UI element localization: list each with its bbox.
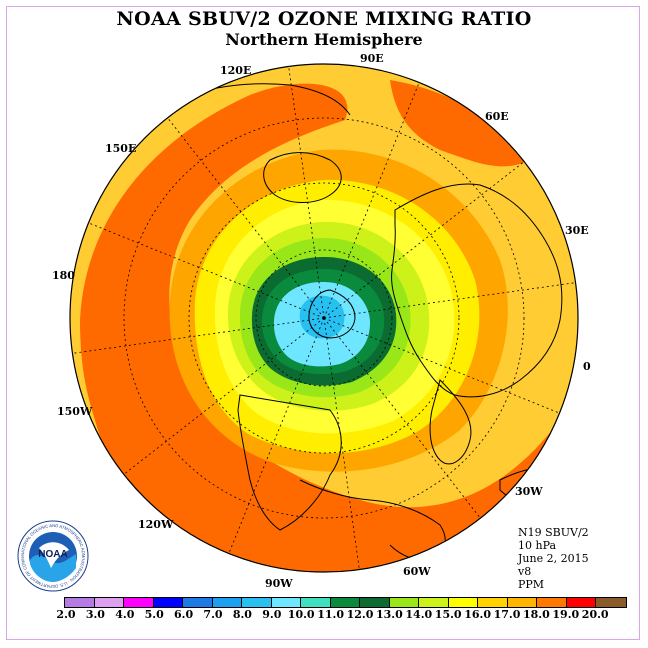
lon-label-30w: 30W	[515, 485, 543, 498]
colorbar-label: 9.0	[262, 608, 282, 621]
colorbar-cell	[301, 598, 331, 607]
colorbar-cell	[537, 598, 567, 607]
map-subtitle: Northern Hemisphere	[225, 30, 423, 49]
colorbar-cell	[596, 598, 626, 607]
info-date: June 2, 2015	[518, 552, 589, 565]
colorbar-cell	[124, 598, 154, 607]
info-block: N19 SBUV/2 10 hPa June 2, 2015 v8 PPM	[518, 526, 589, 591]
ozone-red-lobe-europe	[390, 80, 530, 167]
colorbar-label: 8.0	[232, 608, 252, 621]
colorbar-labels: 2.0 3.0 4.0 5.0 6.0 7.0 8.0 9.0 10.0 11.0 12.0 13.0…	[0, 608, 648, 622]
graticule	[72, 66, 576, 570]
colorbar-cell	[507, 598, 537, 607]
colorbar-cell	[389, 598, 419, 607]
colorbar-label: 12.0	[346, 608, 374, 621]
lon-label-60e: 60E	[485, 110, 509, 123]
ozone-field	[70, 64, 578, 572]
lon-label-180: 180	[52, 269, 75, 282]
colorbar-cell	[65, 598, 95, 607]
info-units: PPM	[518, 578, 545, 591]
colorbar-cell	[360, 598, 390, 607]
meridian-line	[323, 317, 560, 414]
colorbar-label: 2.0	[56, 608, 76, 621]
lon-label-90e: 90E	[360, 52, 384, 65]
lon-label-0: 0	[583, 360, 591, 373]
colorbar-label: 10.0	[287, 608, 315, 621]
meridian-line	[323, 82, 420, 319]
colorbar-cell	[94, 598, 124, 607]
colorbar-label: 5.0	[144, 608, 164, 621]
meridian-line	[288, 66, 325, 319]
colorbar-label: 18.0	[522, 608, 550, 621]
meridian-line	[167, 117, 325, 319]
colorbar-label: 15.0	[434, 608, 462, 621]
info-satellite: N19 SBUV/2	[518, 526, 589, 539]
colorbar-cell	[419, 598, 449, 607]
meridian-line	[323, 317, 481, 519]
noaa-logo: NOAA NATIONAL OCEANIC AND ATMOSPHERIC AD…	[17, 520, 89, 592]
meridian-line	[323, 317, 360, 570]
colorbar-label: 7.0	[203, 608, 223, 621]
map-title: NOAA SBUV/2 OZONE MIXING RATIO	[116, 8, 532, 30]
lon-label-30e: 30E	[565, 224, 589, 237]
meridian-line	[323, 161, 525, 319]
image-border	[6, 6, 640, 640]
ozone-red-lobe-pacific	[80, 83, 578, 572]
colorbar-cell	[242, 598, 272, 607]
colorbar-label: 13.0	[375, 608, 403, 621]
colorbar-cell	[153, 598, 183, 607]
meridian-line	[88, 222, 325, 319]
colorbar-label: 3.0	[85, 608, 105, 621]
info-version: v8	[518, 565, 532, 578]
lon-label-150w: 150W	[57, 405, 93, 418]
colorbar-cell	[566, 598, 596, 607]
meridian-line	[123, 317, 325, 475]
lon-label-150e: 150E	[105, 142, 136, 155]
colorbar-cell	[183, 598, 213, 607]
info-pressure: 10 hPa	[518, 539, 557, 552]
meridian-line	[72, 317, 325, 354]
colorbar-cell	[330, 598, 360, 607]
colorbar-label: 14.0	[405, 608, 433, 621]
noaa-logo-text: NOAA	[38, 549, 67, 560]
meridian-line	[323, 282, 576, 319]
colorbar-label: 19.0	[552, 608, 580, 621]
longitude-labels: 90E 60E 30E 0 30W 60W 90W 120W 150W 180 …	[52, 52, 591, 590]
colorbar-cell	[448, 598, 478, 607]
colorbar-cell	[212, 598, 242, 607]
colorbar-label: 17.0	[493, 608, 521, 621]
colorbar-label: 20.0	[581, 608, 609, 621]
colorbar-label: 11.0	[317, 608, 344, 621]
lon-label-60w: 60W	[403, 565, 431, 578]
colorbar	[64, 597, 627, 608]
lon-label-120w: 120W	[138, 518, 174, 531]
colorbar-label: 6.0	[174, 608, 194, 621]
colorbar-cell	[478, 598, 508, 607]
lon-label-90w: 90W	[265, 577, 293, 590]
colorbar-label: 16.0	[464, 608, 491, 621]
colorbar-cell	[271, 598, 301, 607]
colorbar-label: 4.0	[115, 608, 135, 621]
map-boundary	[69, 63, 579, 573]
meridian-line	[228, 317, 325, 554]
lon-label-120e: 120E	[220, 64, 251, 77]
